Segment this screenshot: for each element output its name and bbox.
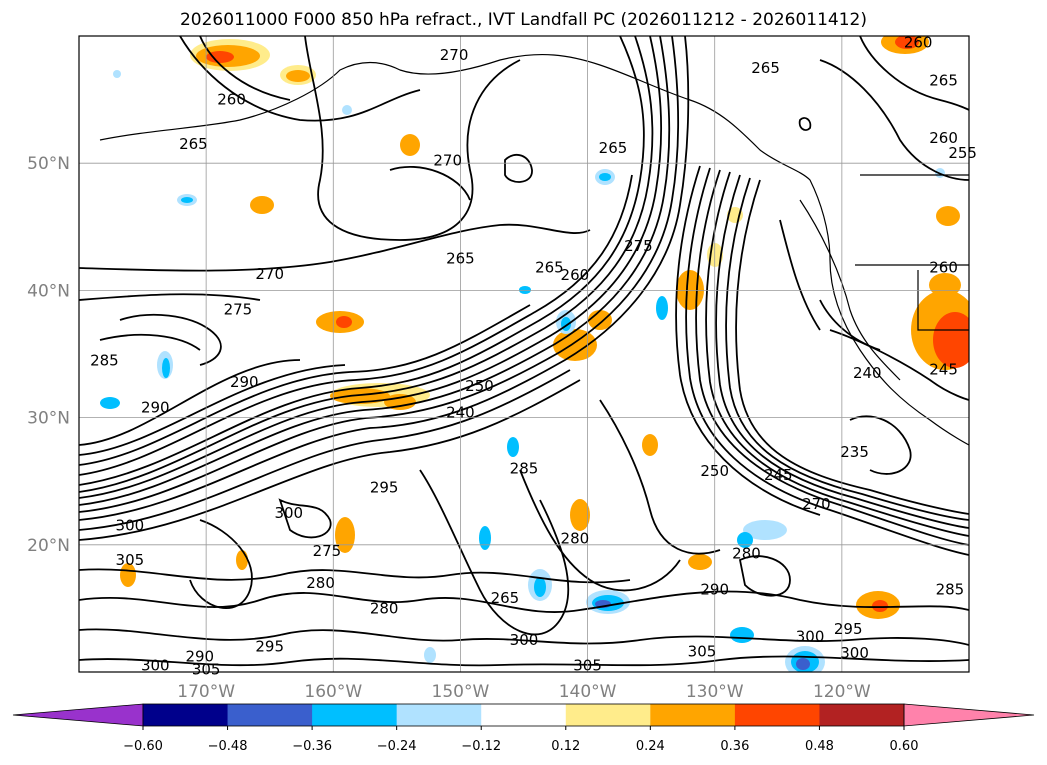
longitude-label: 150°W [432, 682, 490, 702]
contour-label: 240 [446, 404, 475, 422]
contour-label: 265 [535, 259, 564, 277]
colorbar-segment [734, 704, 820, 726]
contour-label: 240 [853, 364, 882, 382]
contour-label: 275 [224, 300, 253, 318]
contour-label: 300 [840, 644, 869, 662]
latitude-label: 30°N [27, 409, 70, 429]
colorbar-tick-label: 0.60 [890, 739, 919, 754]
colorbar-tick-label: 0.12 [551, 739, 580, 754]
colorbar-tick-label: 0.36 [720, 739, 749, 754]
longitude-labels: 170°W 160°W 150°W 140°W 130°W 120°W [177, 682, 871, 702]
longitude-label: 160°W [304, 682, 362, 702]
contour-label: 245 [764, 466, 793, 484]
contour-label: 305 [573, 657, 602, 675]
contour-label: 260 [929, 259, 958, 277]
contour-label: 300 [274, 504, 303, 522]
grid-lines [79, 36, 969, 672]
contour-label: 265 [599, 139, 628, 157]
colorbar-tick-label: −0.12 [461, 739, 501, 754]
coastline [99, 53, 969, 446]
contour-label: 250 [465, 377, 494, 395]
colorbar-tick-label: −0.48 [208, 739, 248, 754]
contour-label: 235 [840, 443, 869, 461]
contour-label: 275 [313, 542, 342, 560]
contour-label: 270 [440, 46, 469, 64]
contour-label: 270 [433, 152, 462, 170]
contour-label: 265 [179, 135, 208, 153]
contour-label: 285 [510, 459, 539, 477]
contour-label: 285 [936, 580, 965, 598]
plot-area [79, 36, 969, 672]
refractivity-shading [100, 36, 969, 672]
longitude-label: 170°W [177, 682, 235, 702]
contour-label: 305 [192, 660, 221, 678]
contour-lines [79, 36, 969, 667]
colorbar-tick-label: 0.48 [805, 739, 834, 754]
contour-label: 280 [732, 545, 761, 563]
colorbar: −0.60 −0.48 −0.36 −0.24 −0.12 0.12 0.24 0.36 0.4… [12, 703, 1035, 754]
colorbar-segment [565, 704, 651, 726]
contour-label: 260 [561, 266, 590, 284]
colorbar-segment [396, 704, 482, 726]
colorbar-segment [312, 704, 398, 726]
contour-label: 265 [929, 72, 958, 90]
map-title: 2026011000 F000 850 hPa refract., IVT La… [179, 10, 867, 30]
contour-label: 280 [561, 529, 590, 547]
contour-label: 260 [904, 33, 933, 51]
colorbar-extend-low [12, 703, 144, 727]
latitude-label: 40°N [27, 281, 70, 301]
colorbar-segment [227, 704, 313, 726]
latitude-label: 50°N [27, 154, 70, 174]
colorbar-extend-high [903, 703, 1035, 727]
colorbar-segment [481, 704, 567, 726]
colorbar-tick-label: −0.60 [123, 739, 163, 754]
contour-label: 285 [90, 351, 119, 369]
contour-label: 290 [141, 398, 170, 416]
contour-label: 300 [116, 517, 145, 535]
contour-label: 305 [688, 643, 717, 661]
contour-label: 290 [230, 373, 259, 391]
longitude-label: 140°W [559, 682, 617, 702]
colorbar-segment [819, 704, 905, 726]
colorbar-tick-label: −0.24 [377, 739, 417, 754]
contour-label: 255 [948, 144, 977, 162]
contour-label: 270 [255, 265, 284, 283]
colorbar-segment [650, 704, 736, 726]
contour-label: 275 [624, 237, 653, 255]
contour-label: 290 [185, 648, 214, 666]
colorbar-frame [142, 703, 905, 727]
colorbar-segment [143, 704, 229, 726]
contour-label: 305 [116, 551, 145, 569]
contour-label: 280 [370, 599, 399, 617]
contour-label: 260 [217, 91, 246, 109]
contour-label: 295 [255, 638, 284, 656]
plot-frame [78, 35, 970, 673]
contour-label: 295 [370, 479, 399, 497]
contour-label: 265 [446, 250, 475, 268]
contour-label: 270 [802, 495, 831, 513]
contour-label: 265 [491, 589, 520, 607]
contour-label: 260 [929, 129, 958, 147]
contour-label: 290 [700, 580, 729, 598]
colorbar-tick-label: −0.36 [292, 739, 332, 754]
contour-label: 265 [751, 59, 780, 77]
contour-label: 300 [141, 657, 170, 675]
contour-label: 300 [510, 631, 539, 649]
latitude-label: 20°N [27, 536, 70, 556]
longitude-label: 120°W [813, 682, 871, 702]
contour-label: 295 [834, 620, 863, 638]
colorbar-tick-label: 0.24 [636, 739, 665, 754]
contour-label: 245 [929, 360, 958, 378]
latitude-labels: 50°N 40°N 30°N 20°N [27, 154, 70, 556]
contour-label: 280 [306, 574, 335, 592]
contour-label: 250 [700, 462, 729, 480]
longitude-label: 130°W [686, 682, 744, 702]
contour-label: 300 [796, 627, 825, 645]
